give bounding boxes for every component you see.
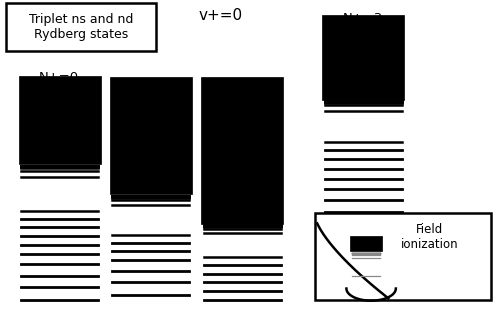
Bar [322,15,404,100]
Bar [6,3,156,51]
Bar [202,77,283,224]
Bar [314,213,491,300]
Bar [110,77,192,194]
Bar [19,76,101,164]
Text: v+=0: v+=0 [198,8,242,23]
Text: N+=1: N+=1 [130,97,170,110]
Text: N+=3: N+=3 [343,12,384,25]
Bar [350,236,382,251]
Text: Triplet ns and nd
Rydberg states: Triplet ns and nd Rydberg states [29,13,133,41]
Text: N+=2: N+=2 [222,126,262,139]
Text: Field
ionization: Field ionization [400,223,458,251]
Text: N+=0: N+=0 [38,71,78,84]
